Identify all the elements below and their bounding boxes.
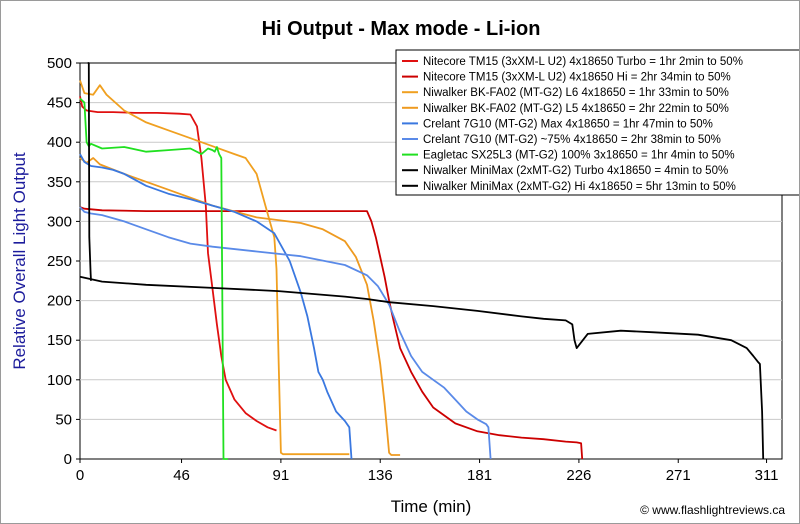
x-axis-title: Time (min) <box>391 497 472 516</box>
x-tick-labels: 0 46 91 136 181 226 271 311 <box>76 459 779 484</box>
chart-title: Hi Output - Max mode - Li-ion <box>262 18 541 40</box>
series-line-4 <box>79 157 401 456</box>
credit-text: © www.flashlightreviews.ca <box>640 503 785 517</box>
legend-label-2: Nitecore TM15 (3xXM-L U2) 4x18650 Hi = 2… <box>423 72 731 84</box>
x-tick-label: 46 <box>173 467 190 484</box>
x-tick-label: 226 <box>566 467 591 484</box>
y-tick-labels: 0 50 100 150 200 250 300 350 400 450 500 <box>47 55 80 468</box>
x-tick-label: 136 <box>368 467 393 484</box>
x-tick-label: 311 <box>755 467 779 484</box>
y-tick-label: 300 <box>47 213 72 230</box>
series-line-5 <box>79 153 353 460</box>
series-line-3 <box>79 80 350 456</box>
legend-label-7: Eagletac SX25L3 (MT-G2) 100% 3x18650 = 1… <box>423 150 735 162</box>
y-axis-title: Relative Overall Light Output <box>10 152 29 370</box>
y-tick-label: 450 <box>47 95 72 112</box>
y-tick-label: 0 <box>64 451 72 468</box>
y-tick-label: 50 <box>55 411 72 428</box>
y-tick-label: 350 <box>47 174 72 191</box>
x-tick-label: 91 <box>273 467 290 484</box>
y-tick-label: 100 <box>47 372 72 389</box>
y-tick-label: 150 <box>47 332 72 349</box>
series-line-1 <box>79 96 277 432</box>
legend-label-5: Crelant 7G10 (MT-G2) Max 4x18650 = 1hr 4… <box>423 118 713 130</box>
legend-label-4: Niwalker BK-FA02 (MT-G2) L5 4x18650 = 2h… <box>423 103 729 115</box>
legend-label-1: Nitecore TM15 (3xXM-L U2) 4x18650 Turbo … <box>423 56 743 68</box>
series-line-6 <box>79 206 492 460</box>
legend: Nitecore TM15 (3xXM-L U2) 4x18650 Turbo … <box>395 49 799 196</box>
y-tick-label: 250 <box>47 253 72 270</box>
series-line-9 <box>79 275 765 460</box>
y-tick-label: 400 <box>47 134 72 151</box>
legend-label-9: Niwalker MiniMax (2xMT-G2) Hi 4x18650 = … <box>423 181 736 193</box>
y-tick-label: 200 <box>47 293 72 310</box>
legend-label-8: Niwalker MiniMax (2xMT-G2) Turbo 4x18650… <box>423 165 728 177</box>
legend-box <box>395 49 799 196</box>
x-tick-label: 0 <box>76 467 84 484</box>
y-tick-label: 500 <box>47 55 72 72</box>
series-line-8 <box>87 62 92 281</box>
x-tick-label: 271 <box>666 467 691 484</box>
series-lines <box>79 62 765 460</box>
x-tick-label: 181 <box>467 467 492 484</box>
legend-label-3: Niwalker BK-FA02 (MT-G2) L6 4x18650 = 1h… <box>423 87 729 99</box>
legend-label-6: Crelant 7G10 (MT-G2) ~75% 4x18650 = 2hr … <box>423 134 721 146</box>
